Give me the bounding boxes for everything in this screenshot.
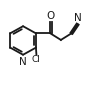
Text: N: N	[74, 13, 82, 23]
Text: O: O	[46, 11, 54, 21]
Text: N: N	[19, 57, 27, 67]
Text: Cl: Cl	[32, 55, 41, 64]
